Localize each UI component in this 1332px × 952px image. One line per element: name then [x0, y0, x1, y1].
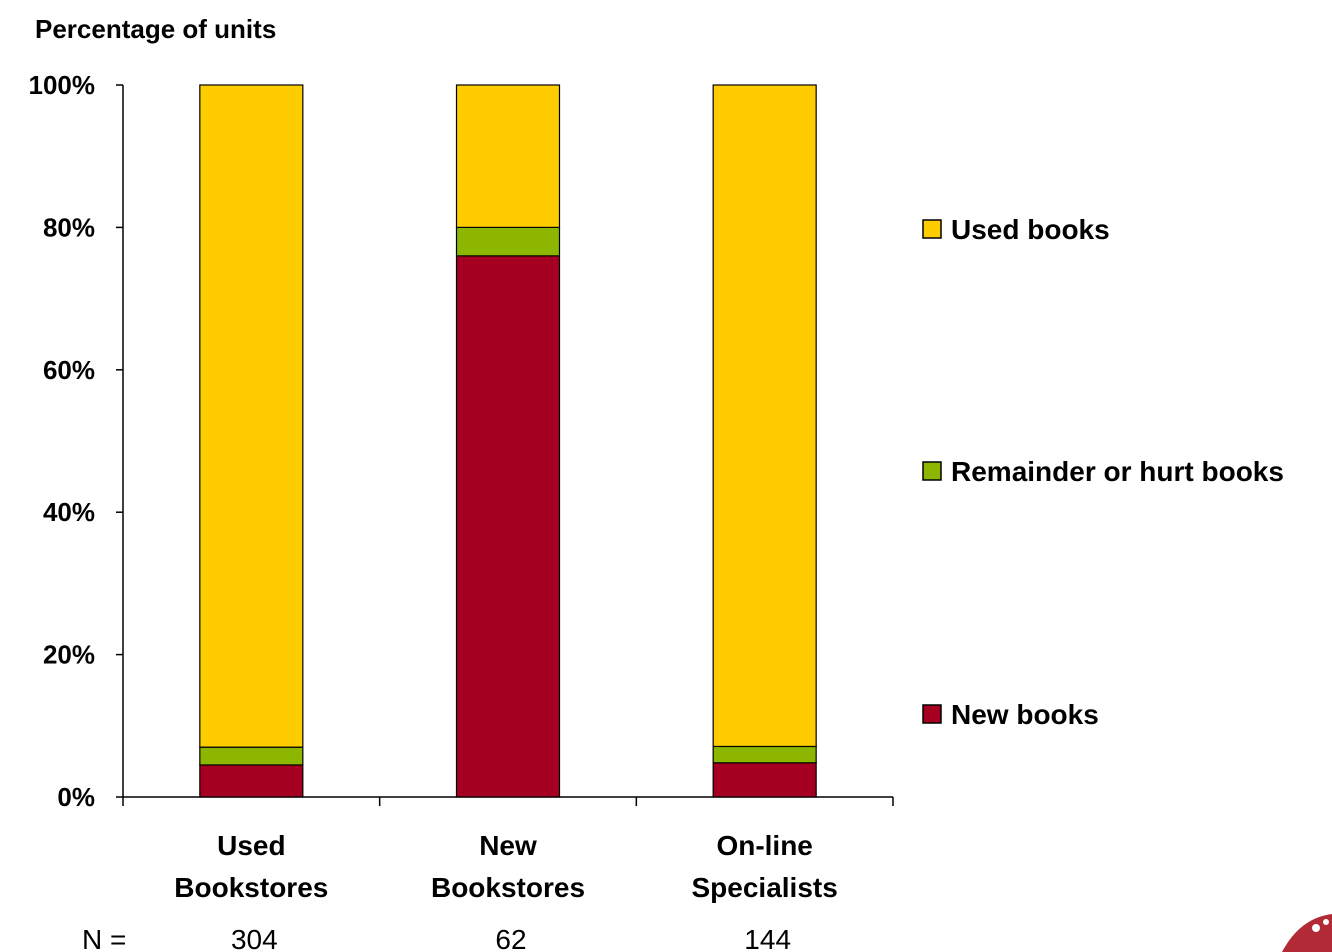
x-tick-label: Specialists [692, 872, 838, 903]
bar-segment [712, 84, 817, 748]
n-value: 304 [231, 924, 278, 952]
bar-segment [199, 764, 304, 798]
bar-segment [712, 745, 817, 764]
legend-label: Remainder or hurt books [951, 456, 1284, 487]
y-tick-label: 100% [29, 70, 96, 100]
bar-segment [455, 84, 561, 228]
n-label: N = [82, 924, 126, 952]
x-tick-label: Used [217, 830, 285, 861]
bar-segment [199, 746, 304, 766]
legend-swatch [922, 219, 942, 239]
legend-swatch [922, 704, 942, 724]
bar-segment [199, 84, 304, 748]
logo-icon [1282, 914, 1332, 952]
legend-label: Used books [951, 214, 1110, 245]
x-tick-label: On-line [716, 830, 812, 861]
bar-segment [455, 226, 561, 257]
y-tick-label: 80% [43, 212, 95, 242]
n-row: 304 62 144 N = [82, 924, 791, 952]
bar-segment [712, 762, 817, 798]
x-tick-label: Bookstores [174, 872, 328, 903]
x-tick-label: Bookstores [431, 872, 585, 903]
bar-segment [455, 255, 561, 798]
y-axis-title: Percentage of units [35, 14, 276, 44]
tick-labels: 0% 20% 40% 60% 80% 100% Used Bookstores New Books… [29, 70, 838, 903]
legend-label: New books [951, 699, 1099, 730]
y-tick-label: 40% [43, 497, 95, 527]
bars [199, 84, 817, 798]
n-value: 62 [495, 924, 526, 952]
y-tick-label: 60% [43, 355, 95, 385]
legend-swatch [922, 461, 942, 481]
n-value: 144 [744, 924, 791, 952]
x-tick-label: New [479, 830, 537, 861]
y-tick-label: 20% [43, 640, 95, 670]
legend: Used books Remainder or hurt books New boo… [922, 214, 1284, 730]
y-tick-label: 0% [57, 782, 95, 812]
